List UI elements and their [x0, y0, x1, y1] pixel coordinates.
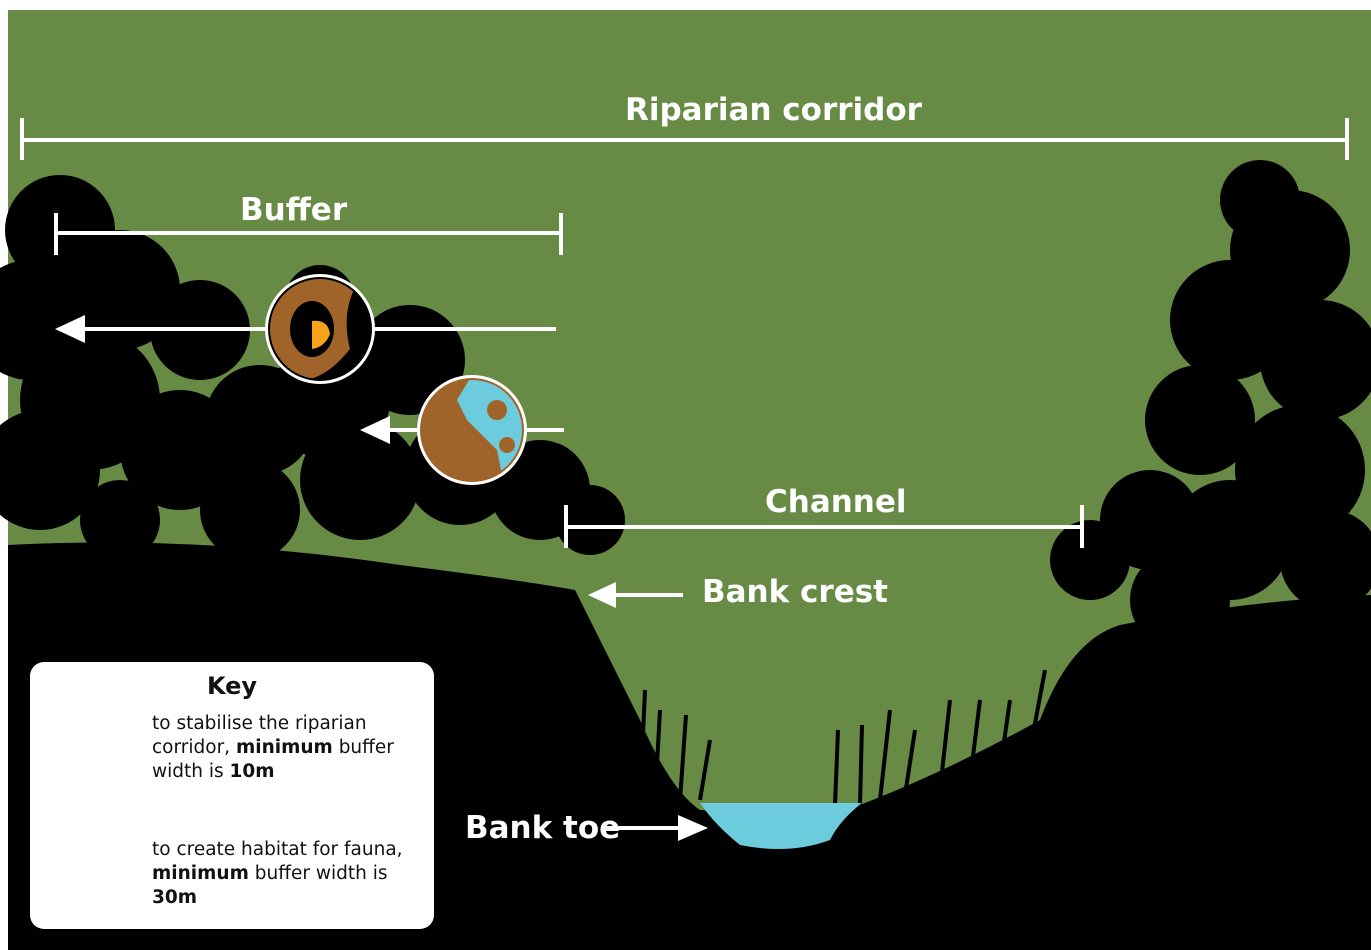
habitat-icon — [265, 274, 375, 384]
key-text: 10m — [230, 761, 275, 782]
corridor-label: Riparian corridor — [625, 92, 922, 128]
key: Key to stabilise the riparian corridor, … — [30, 662, 434, 929]
key-item: to create habitat for fauna, minimum buf… — [152, 838, 422, 910]
key-text: to create habitat for fauna, — [152, 839, 403, 860]
key-text: minimum — [152, 863, 249, 884]
diagram: Riparian corridor Buffer Channel Bank cr… — [0, 0, 1371, 950]
key-title: Key — [30, 672, 434, 700]
key-text: 30m — [152, 887, 197, 908]
key-text: minimum — [236, 737, 333, 758]
bank-crest-label: Bank crest — [702, 574, 888, 610]
buffer-label: Buffer — [240, 192, 347, 228]
bank-toe-label: Bank toe — [465, 810, 620, 846]
key-text: buffer width is — [249, 863, 388, 884]
channel-label: Channel — [765, 484, 907, 520]
key-item: to stabilise the riparian corridor, mini… — [152, 712, 422, 784]
stabilise-icon — [417, 375, 527, 485]
